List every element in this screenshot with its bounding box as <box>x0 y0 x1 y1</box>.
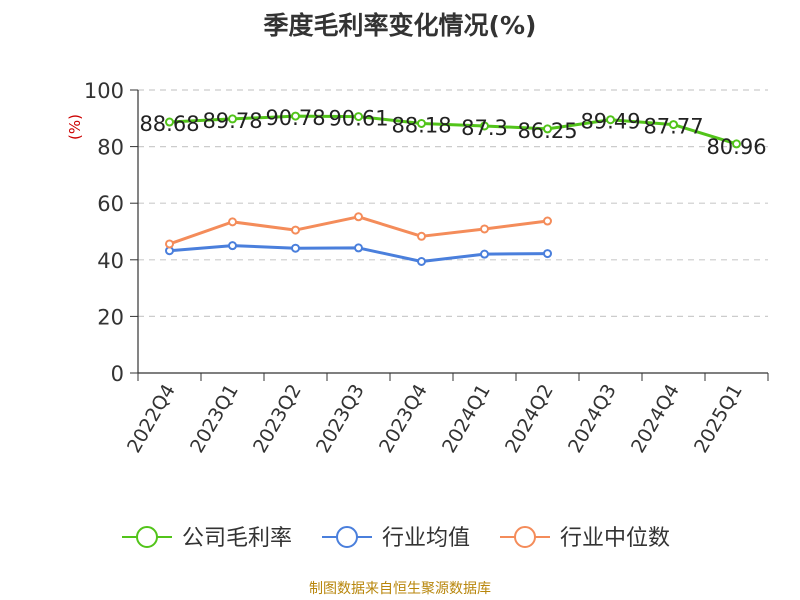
data-point <box>354 243 363 253</box>
data-point <box>669 120 678 130</box>
series-line-0 <box>169 114 737 146</box>
data-point <box>543 124 552 134</box>
data-point <box>228 241 237 251</box>
data-point <box>543 216 552 226</box>
data-point <box>480 224 489 234</box>
data-point <box>606 115 615 125</box>
data-label: 86.25 <box>517 119 577 143</box>
data-point <box>291 243 300 253</box>
legend-marker-1 <box>336 526 358 548</box>
data-point <box>480 121 489 131</box>
x-tick-label: 2024Q2 <box>501 381 558 457</box>
data-point <box>417 256 426 266</box>
x-tick-label: 2024Q1 <box>438 381 495 457</box>
data-point <box>732 139 741 149</box>
x-tick-label: 2025Q1 <box>690 381 747 457</box>
data-point <box>228 217 237 227</box>
y-tick-label: 60 <box>97 192 124 216</box>
y-tick-label: 0 <box>111 362 124 386</box>
data-point <box>417 231 426 241</box>
data-label: 89.49 <box>580 110 640 134</box>
data-label: 87.3 <box>461 116 508 140</box>
x-tick-label: 2022Q4 <box>123 381 180 457</box>
y-tick-label: 40 <box>97 249 124 273</box>
data-point <box>165 117 174 127</box>
y-axis-label: (%) <box>66 114 84 140</box>
data-point <box>417 118 426 128</box>
x-tick-label: 2023Q4 <box>375 381 432 457</box>
legend-marker-0 <box>136 526 158 548</box>
data-point <box>354 112 363 122</box>
data-label: 88.68 <box>139 112 199 136</box>
data-point <box>228 114 237 124</box>
data-label: 90.78 <box>265 106 325 130</box>
data-label: 90.61 <box>328 107 388 131</box>
x-tick-label: 2023Q1 <box>186 381 243 457</box>
legend-label: 行业中位数 <box>560 526 670 551</box>
legend-label: 行业均值 <box>382 526 470 551</box>
data-label: 88.18 <box>391 113 451 137</box>
y-tick-label: 80 <box>97 136 124 160</box>
data-point <box>354 212 363 222</box>
y-tick-label: 20 <box>97 305 124 329</box>
legend-label: 公司毛利率 <box>182 526 292 551</box>
chart-title: 季度毛利率变化情况(%) <box>263 11 537 40</box>
data-label: 87.77 <box>643 115 703 139</box>
data-point <box>291 225 300 235</box>
x-tick-label: 2023Q2 <box>249 381 306 457</box>
x-tick-label: 2024Q3 <box>564 381 621 457</box>
data-point <box>543 249 552 259</box>
data-label: 80.96 <box>706 135 766 159</box>
x-tick-label: 2023Q3 <box>312 381 369 457</box>
data-label: 89.78 <box>202 109 262 133</box>
data-point <box>291 111 300 121</box>
data-point <box>165 239 174 249</box>
y-tick-label: 100 <box>84 79 124 103</box>
data-source-note: 制图数据来自恒生聚源数据库 <box>309 581 491 597</box>
x-tick-label: 2024Q4 <box>627 381 684 457</box>
data-point <box>480 249 489 259</box>
legend-marker-2 <box>514 526 536 548</box>
